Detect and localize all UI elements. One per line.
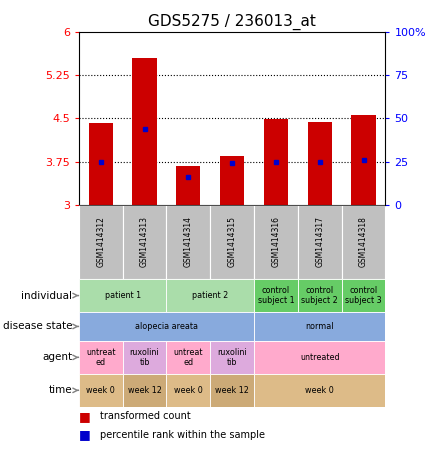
Text: ruxolini
tib: ruxolini tib <box>130 347 159 367</box>
Text: time: time <box>49 386 72 395</box>
Text: untreat
ed: untreat ed <box>173 347 203 367</box>
Text: GSM1414313: GSM1414313 <box>140 217 149 267</box>
Text: GSM1414318: GSM1414318 <box>359 217 368 267</box>
Text: GSM1414316: GSM1414316 <box>272 217 280 267</box>
Text: week 0: week 0 <box>305 386 334 395</box>
Bar <box>254 312 385 341</box>
Bar <box>220 156 244 205</box>
Text: week 0: week 0 <box>86 386 115 395</box>
Bar <box>123 341 166 374</box>
Bar <box>254 279 298 312</box>
Bar <box>307 122 332 205</box>
Bar <box>79 374 123 407</box>
Text: week 12: week 12 <box>215 386 249 395</box>
Bar <box>79 341 123 374</box>
Bar <box>254 205 298 279</box>
Text: control
subject 2: control subject 2 <box>301 286 338 305</box>
Bar <box>298 279 342 312</box>
Text: alopecia areata: alopecia areata <box>135 322 198 331</box>
Text: disease state: disease state <box>3 322 72 332</box>
Bar <box>79 205 123 279</box>
Text: transformed count: transformed count <box>100 411 191 421</box>
Text: GSM1414314: GSM1414314 <box>184 217 193 267</box>
Bar <box>88 123 113 205</box>
Text: percentile rank within the sample: percentile rank within the sample <box>100 429 265 440</box>
Text: GSM1414317: GSM1414317 <box>315 217 324 267</box>
Text: patient 2: patient 2 <box>192 291 228 300</box>
Bar <box>210 341 254 374</box>
Bar <box>166 279 254 312</box>
Text: normal: normal <box>305 322 334 331</box>
Bar <box>254 374 385 407</box>
Text: week 12: week 12 <box>127 386 162 395</box>
Bar <box>254 341 385 374</box>
Text: GSM1414312: GSM1414312 <box>96 217 105 267</box>
Text: ■: ■ <box>79 428 91 441</box>
Text: control
subject 3: control subject 3 <box>345 286 382 305</box>
Bar <box>210 205 254 279</box>
Text: control
subject 1: control subject 1 <box>258 286 294 305</box>
Text: untreat
ed: untreat ed <box>86 347 116 367</box>
Bar <box>123 374 166 407</box>
Title: GDS5275 / 236013_at: GDS5275 / 236013_at <box>148 14 316 30</box>
Text: GSM1414315: GSM1414315 <box>228 217 237 267</box>
Bar <box>351 116 375 205</box>
Bar <box>298 205 342 279</box>
Bar <box>132 58 156 205</box>
Bar <box>123 205 166 279</box>
Text: patient 1: patient 1 <box>105 291 141 300</box>
Text: agent: agent <box>42 352 72 362</box>
Bar <box>342 279 385 312</box>
Bar <box>166 341 210 374</box>
Text: ruxolini
tib: ruxolini tib <box>217 347 247 367</box>
Bar <box>176 166 200 205</box>
Text: untreated: untreated <box>300 353 339 362</box>
Bar <box>342 205 385 279</box>
Bar <box>166 205 210 279</box>
Bar <box>210 374 254 407</box>
Bar <box>264 120 288 205</box>
Text: week 0: week 0 <box>174 386 203 395</box>
Text: individual: individual <box>21 290 72 300</box>
Bar <box>79 312 254 341</box>
Text: ■: ■ <box>79 410 91 423</box>
Bar <box>79 279 166 312</box>
Bar <box>166 374 210 407</box>
